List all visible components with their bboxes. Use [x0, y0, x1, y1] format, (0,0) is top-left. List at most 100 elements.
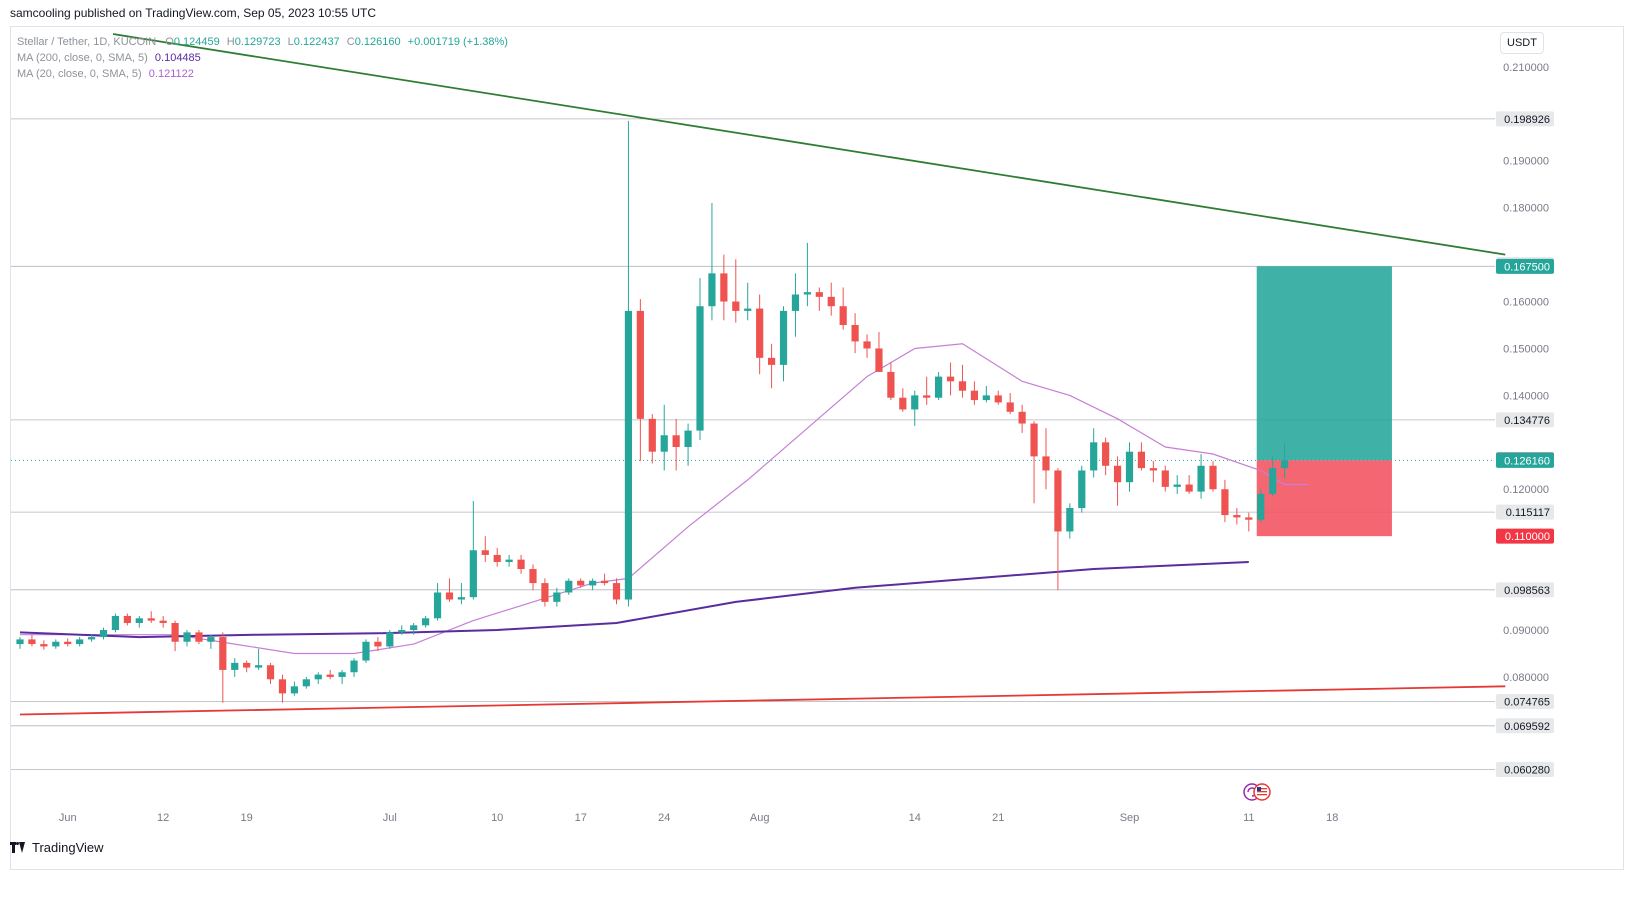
- candle: [111, 613, 120, 633]
- ma20-line: [20, 343, 1309, 655]
- candle: [1090, 428, 1098, 478]
- candle-body: [958, 381, 967, 391]
- candle-body: [398, 630, 406, 633]
- y-tick-label: 0.080000: [1503, 672, 1549, 684]
- candle: [660, 404, 668, 471]
- candle: [195, 630, 203, 645]
- candle: [171, 620, 179, 652]
- legend-ma20-label: MA (20, close, 0, SMA, 5): [17, 68, 142, 80]
- candle-body: [469, 550, 477, 598]
- candle: [481, 536, 489, 562]
- candle: [183, 630, 191, 647]
- x-tick-label: Jul: [383, 812, 397, 824]
- candle-body: [135, 618, 143, 623]
- candle: [338, 669, 346, 684]
- candle: [493, 547, 501, 567]
- candle: [720, 254, 728, 321]
- candle-body: [290, 686, 298, 694]
- currency-button[interactable]: USDT: [1500, 32, 1544, 54]
- candle: [469, 500, 477, 600]
- candle-body: [278, 679, 287, 694]
- candle-body: [195, 632, 203, 642]
- candle-body: [207, 637, 215, 642]
- candle-body: [147, 618, 155, 621]
- candle-body: [875, 348, 883, 372]
- legend-ma20-row: MA (20, close, 0, SMA, 5) 0.121122: [17, 66, 508, 82]
- candle-body: [1042, 456, 1050, 471]
- candle-body: [839, 306, 847, 325]
- candle-body: [338, 672, 346, 677]
- moving-averages: [19, 343, 1309, 655]
- candle: [1233, 508, 1241, 525]
- candle: [529, 564, 537, 591]
- candle-body: [457, 597, 466, 600]
- legend-low: 0.122437: [293, 36, 340, 48]
- candle: [589, 578, 597, 591]
- candle: [600, 573, 609, 586]
- candle-body: [803, 292, 811, 295]
- legend-ma20-value: 0.121122: [148, 68, 194, 80]
- position-zones: [1256, 266, 1392, 537]
- candle: [362, 639, 370, 663]
- candle: [1245, 512, 1253, 532]
- price-label-text: 0.126160: [1504, 455, 1550, 467]
- candle-body: [87, 637, 96, 640]
- candle: [1006, 393, 1014, 415]
- candle: [123, 613, 131, 626]
- candle-body: [76, 639, 84, 645]
- footer-brand: TradingView: [10, 840, 104, 855]
- candle: [648, 414, 656, 464]
- candle: [875, 332, 883, 372]
- price-label-bg: [1496, 258, 1554, 274]
- candle-body: [52, 641, 60, 647]
- candle-body: [696, 306, 704, 431]
- published-caption: samcooling published on TradingView.com,…: [10, 6, 377, 20]
- candle-body: [541, 583, 549, 602]
- candle: [350, 658, 358, 677]
- candle: [266, 662, 275, 684]
- candle: [302, 676, 310, 689]
- candle-body: [779, 310, 788, 365]
- candle-body: [624, 310, 633, 600]
- candle-body: [636, 310, 644, 419]
- stop-zone: [1256, 460, 1392, 537]
- footer-brand-text: TradingView: [32, 840, 104, 855]
- candle-body: [362, 641, 370, 661]
- candle: [982, 385, 990, 403]
- candle-body: [410, 625, 418, 631]
- candle-body: [1090, 442, 1098, 471]
- legend-open: 0.124459: [173, 36, 220, 48]
- candle: [517, 554, 525, 574]
- candle: [577, 578, 585, 588]
- trendlines: [19, 33, 1506, 716]
- price-label-bg: [1496, 528, 1554, 544]
- candle-body: [374, 641, 382, 647]
- candle: [1137, 442, 1146, 471]
- candle: [40, 640, 48, 650]
- candle-body: [481, 550, 489, 555]
- candle: [64, 638, 72, 647]
- candle-body: [1066, 508, 1074, 532]
- candle-body: [1054, 470, 1062, 532]
- candle-body: [314, 674, 322, 680]
- candle-body: [1209, 465, 1217, 490]
- candle-body: [255, 665, 263, 668]
- price-label: 0.110000: [1496, 528, 1554, 544]
- candle: [756, 294, 764, 375]
- flag-event-icon[interactable]: [1242, 782, 1272, 802]
- candle: [1209, 461, 1217, 492]
- candle-body: [732, 301, 740, 311]
- x-tick-label: 19: [241, 812, 253, 824]
- candle-body: [756, 308, 764, 358]
- y-tick-label: 0.090000: [1503, 625, 1549, 637]
- candle: [767, 343, 776, 389]
- price-label-text: 0.098563: [1504, 585, 1550, 597]
- candle-body: [493, 554, 501, 562]
- candle: [863, 334, 871, 358]
- candle: [1030, 421, 1038, 504]
- candle-body: [565, 580, 573, 593]
- candle-body: [684, 430, 692, 448]
- candle: [159, 615, 167, 628]
- candle-body: [1280, 460, 1289, 469]
